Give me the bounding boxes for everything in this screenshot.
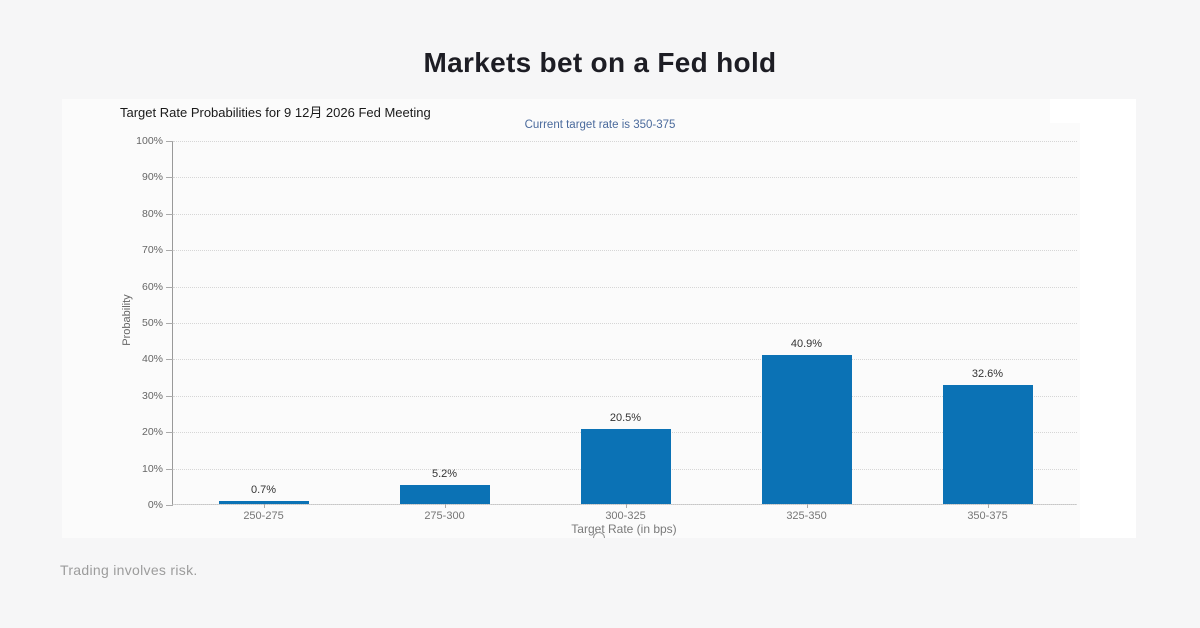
x-tick-mark	[625, 504, 627, 508]
gridline	[173, 323, 1077, 324]
card-top-right-patch	[1050, 99, 1136, 123]
x-tick-mark	[263, 504, 265, 508]
x-tick-label: 350-375	[967, 510, 1008, 522]
x-tick-mark	[444, 504, 446, 508]
gridline	[173, 504, 1077, 505]
y-tick-mark	[166, 213, 173, 215]
y-tick-mark	[166, 505, 173, 506]
y-tick-label: 70%	[141, 244, 163, 257]
y-tick-label: 20%	[141, 426, 163, 439]
bar	[942, 385, 1033, 504]
y-tick-label: 40%	[141, 353, 163, 366]
y-tick-label: 0%	[147, 499, 163, 511]
y-tick-label: 10%	[141, 462, 163, 475]
gridline	[173, 250, 1077, 252]
x-axis-title: Target Rate (in bps)	[571, 522, 677, 536]
y-tick-mark	[166, 286, 173, 288]
y-tick-label: 50%	[141, 317, 163, 329]
y-tick-label: 30%	[141, 389, 163, 402]
y-tick-mark	[166, 141, 173, 142]
x-tick-label: 275-300	[424, 510, 465, 522]
disclaimer-text: Trading involves risk.	[60, 562, 198, 578]
x-tick-label: 300-325	[605, 510, 646, 522]
bar-value-label: 20.5%	[609, 412, 642, 425]
gridline	[173, 141, 1077, 142]
bar-value-label: 5.2%	[431, 468, 458, 481]
y-tick-mark	[166, 468, 173, 470]
gridline	[173, 213, 1077, 215]
gridline	[173, 395, 1077, 397]
y-tick-mark	[166, 395, 173, 397]
y-tick-label: 80%	[141, 207, 163, 220]
y-tick-label: 60%	[141, 280, 163, 293]
x-tick-label: 250-275	[243, 510, 284, 522]
y-tick-mark	[166, 177, 173, 179]
page-title: Markets bet on a Fed hold	[423, 47, 777, 78]
bar-value-label: 32.6%	[971, 368, 1004, 381]
bar	[218, 501, 309, 504]
x-tick-mark	[987, 504, 989, 508]
chart-card: Target Rate Probabilities for 9 12月 2026…	[62, 99, 1136, 538]
chart-title: Target Rate Probabilities for 9 12月 2026…	[120, 105, 431, 120]
bar-value-label: 40.9%	[790, 338, 823, 351]
y-tick-mark	[166, 250, 173, 252]
card-right-strip	[1080, 99, 1136, 538]
x-tick-mark	[806, 504, 808, 508]
gridline	[173, 359, 1077, 361]
y-tick-mark	[166, 359, 173, 361]
clipped-circle-glyph	[593, 532, 605, 538]
x-tick-label: 325-350	[786, 510, 827, 522]
y-tick-label: 90%	[141, 171, 163, 184]
bar-value-label: 0.7%	[250, 484, 277, 497]
y-tick-mark	[166, 323, 173, 324]
bar	[761, 355, 852, 504]
y-tick-mark	[166, 432, 173, 434]
gridline	[173, 286, 1077, 288]
bar	[580, 429, 671, 504]
gridline	[173, 177, 1077, 179]
y-tick-label: 100%	[136, 135, 163, 147]
chart-subtitle: Current target rate is 350-375	[524, 119, 676, 131]
plot-area: 0% 10% 20% 30% 40% 50% 60% 70% 80% 90% 100% 0.7% 250…	[136, 135, 1077, 522]
bar	[399, 485, 490, 504]
